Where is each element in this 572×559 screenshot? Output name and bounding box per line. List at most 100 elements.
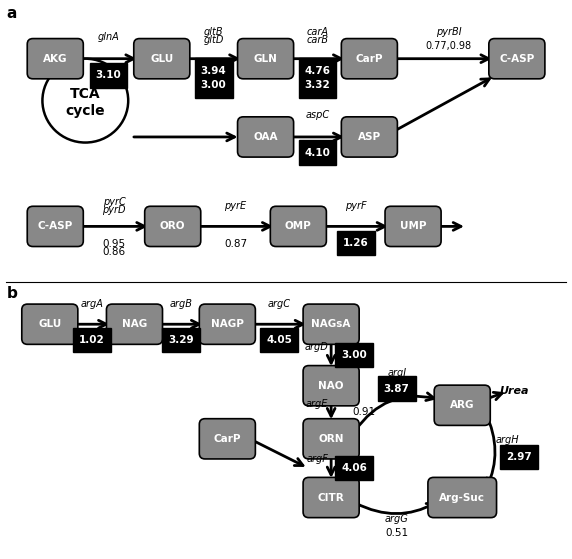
Text: CarP: CarP (213, 434, 241, 444)
FancyBboxPatch shape (489, 39, 545, 79)
Text: GLN: GLN (253, 54, 277, 64)
Text: glnA: glnA (98, 32, 120, 42)
Text: argD: argD (304, 342, 328, 352)
Text: pyrBI: pyrBI (436, 27, 462, 37)
Text: argF: argF (307, 454, 328, 464)
Text: TCA: TCA (70, 87, 101, 101)
Text: 3.00: 3.00 (341, 350, 367, 360)
Text: 0.91: 0.91 (353, 408, 376, 417)
FancyBboxPatch shape (145, 206, 201, 247)
FancyBboxPatch shape (303, 304, 359, 344)
Text: gltD: gltD (204, 35, 224, 45)
FancyBboxPatch shape (237, 117, 293, 157)
FancyBboxPatch shape (73, 328, 111, 352)
FancyBboxPatch shape (378, 376, 415, 401)
Text: 0.51: 0.51 (385, 528, 408, 538)
Text: 4.10: 4.10 (304, 148, 331, 158)
Text: carB: carB (307, 35, 328, 45)
Text: 1.02: 1.02 (80, 335, 105, 345)
Text: gltB: gltB (204, 27, 224, 37)
Text: UMP: UMP (400, 221, 426, 231)
Text: 3.94: 3.94 (201, 66, 227, 76)
FancyBboxPatch shape (22, 304, 78, 344)
FancyBboxPatch shape (335, 343, 373, 367)
Text: 3.00: 3.00 (201, 79, 227, 89)
Text: pyrD: pyrD (102, 205, 126, 215)
FancyBboxPatch shape (299, 58, 336, 98)
Text: 3.10: 3.10 (96, 70, 121, 80)
FancyBboxPatch shape (303, 366, 359, 406)
Text: GLU: GLU (150, 54, 173, 64)
Text: OAA: OAA (253, 132, 278, 142)
Text: GLU: GLU (38, 319, 61, 329)
Text: NAGsA: NAGsA (311, 319, 351, 329)
Text: cycle: cycle (66, 103, 105, 118)
Text: aspC: aspC (305, 110, 329, 120)
FancyBboxPatch shape (303, 419, 359, 459)
Text: pyrF: pyrF (345, 201, 367, 211)
Text: carA: carA (307, 27, 328, 37)
Text: Urea: Urea (499, 386, 529, 396)
Text: 2.97: 2.97 (506, 452, 532, 462)
Text: ARG: ARG (450, 400, 475, 410)
FancyBboxPatch shape (199, 419, 255, 459)
FancyBboxPatch shape (337, 231, 375, 255)
FancyBboxPatch shape (428, 477, 496, 518)
FancyBboxPatch shape (237, 39, 293, 79)
Text: argA: argA (81, 299, 104, 309)
Text: argC: argC (268, 299, 291, 309)
Text: NAGP: NAGP (211, 319, 244, 329)
Text: 4.06: 4.06 (341, 463, 367, 473)
FancyBboxPatch shape (260, 328, 298, 352)
Text: 1.26: 1.26 (343, 238, 368, 248)
Text: 0.95: 0.95 (102, 239, 126, 249)
Text: ORO: ORO (160, 221, 185, 231)
Text: OMP: OMP (285, 221, 312, 231)
Text: CarP: CarP (356, 54, 383, 64)
FancyBboxPatch shape (271, 206, 327, 247)
Text: 3.32: 3.32 (305, 79, 331, 89)
Text: argG: argG (385, 514, 408, 524)
FancyBboxPatch shape (335, 456, 373, 480)
Text: pyrC: pyrC (102, 197, 125, 207)
FancyBboxPatch shape (199, 304, 255, 344)
Text: argE: argE (306, 400, 328, 409)
Text: pyrE: pyrE (224, 201, 247, 211)
Text: Arg-Suc: Arg-Suc (439, 492, 485, 503)
Text: NAO: NAO (319, 381, 344, 391)
FancyBboxPatch shape (385, 206, 441, 247)
Text: CITR: CITR (318, 492, 344, 503)
Circle shape (42, 59, 128, 143)
Text: NAG: NAG (122, 319, 147, 329)
Text: 3.87: 3.87 (384, 383, 410, 394)
FancyBboxPatch shape (500, 445, 538, 470)
Text: a: a (7, 6, 17, 21)
Text: ASP: ASP (358, 132, 381, 142)
Text: 3.29: 3.29 (168, 335, 194, 345)
FancyBboxPatch shape (303, 477, 359, 518)
Text: C-ASP: C-ASP (499, 54, 534, 64)
Text: AKG: AKG (43, 54, 67, 64)
Text: b: b (7, 286, 18, 301)
FancyBboxPatch shape (27, 206, 84, 247)
FancyBboxPatch shape (134, 39, 190, 79)
FancyBboxPatch shape (27, 39, 84, 79)
FancyBboxPatch shape (434, 385, 490, 425)
Text: argH: argH (496, 435, 519, 445)
Text: 0.87: 0.87 (224, 239, 247, 249)
FancyBboxPatch shape (195, 58, 233, 98)
Text: 0.77,0.98: 0.77,0.98 (426, 41, 472, 51)
Text: 4.76: 4.76 (304, 66, 331, 76)
FancyBboxPatch shape (341, 117, 398, 157)
FancyBboxPatch shape (162, 328, 200, 352)
FancyBboxPatch shape (341, 39, 398, 79)
FancyBboxPatch shape (90, 63, 128, 88)
FancyBboxPatch shape (106, 304, 162, 344)
Text: C-ASP: C-ASP (38, 221, 73, 231)
FancyBboxPatch shape (299, 140, 336, 165)
Text: argI: argI (387, 368, 406, 378)
Text: 4.05: 4.05 (267, 335, 292, 345)
Text: ORN: ORN (319, 434, 344, 444)
Text: argB: argB (169, 299, 192, 309)
Text: 0.86: 0.86 (102, 247, 126, 257)
